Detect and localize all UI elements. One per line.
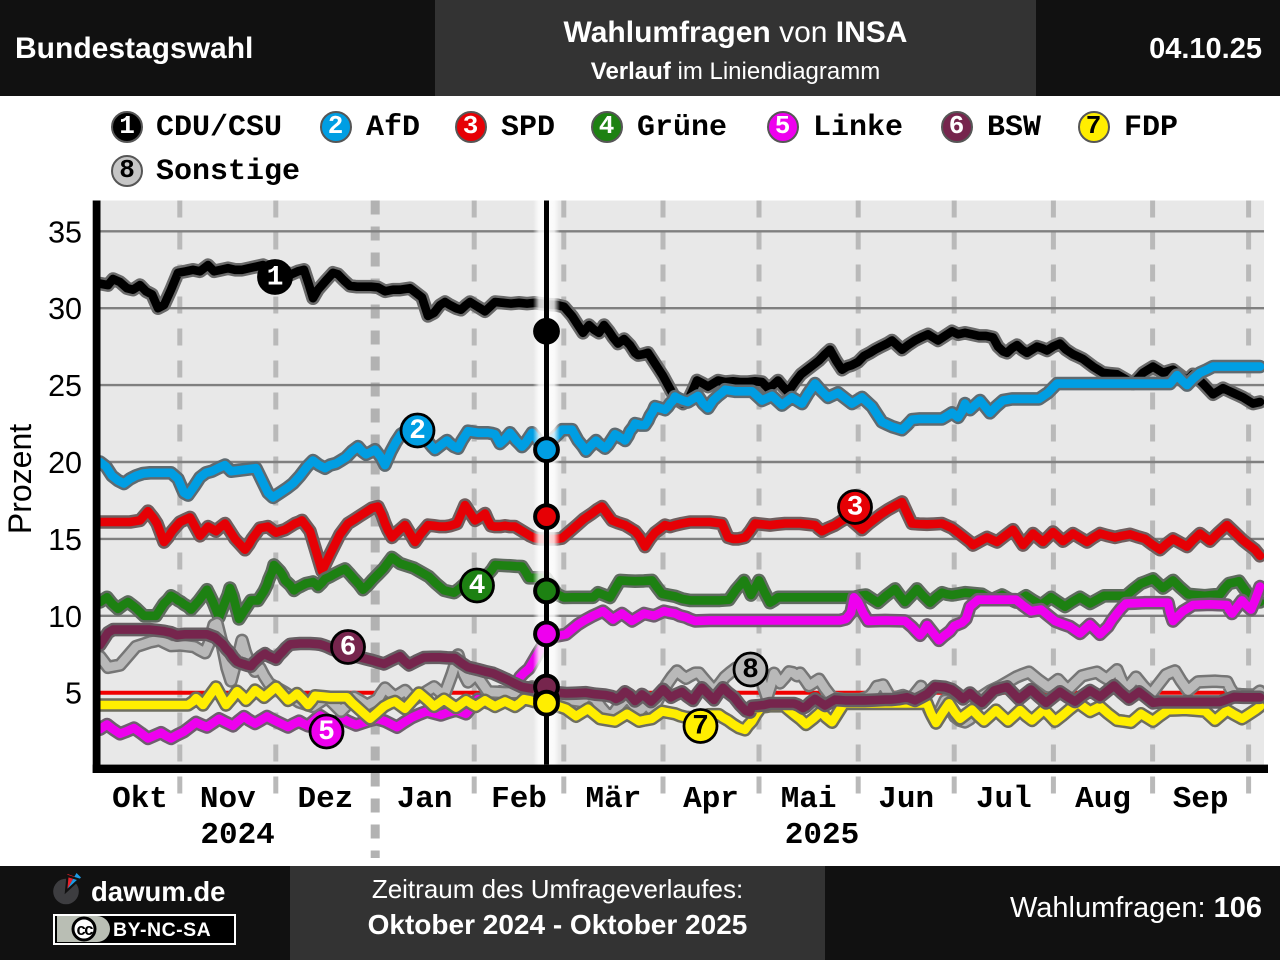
svg-text:1: 1 [267, 263, 284, 294]
svg-text:Dez: Dez [297, 782, 353, 817]
svg-text:Okt: Okt [112, 782, 168, 817]
svg-text:3: 3 [847, 493, 864, 524]
svg-text:2024: 2024 [200, 818, 274, 853]
svg-text:Jul: Jul [976, 782, 1032, 817]
svg-text:2025: 2025 [785, 818, 859, 853]
svg-text:Prozent: Prozent [2, 424, 38, 534]
svg-text:Jun: Jun [878, 782, 934, 817]
svg-text:8: 8 [742, 655, 759, 686]
svg-text:Sep: Sep [1173, 782, 1229, 817]
svg-text:Nov: Nov [200, 782, 256, 817]
svg-text:Apr: Apr [683, 782, 739, 817]
svg-text:Jan: Jan [397, 782, 453, 817]
svg-text:Feb: Feb [491, 782, 547, 817]
svg-text:35: 35 [48, 215, 82, 249]
svg-text:25: 25 [48, 369, 82, 403]
svg-text:Mai: Mai [781, 782, 837, 817]
svg-text:7: 7 [692, 712, 709, 743]
svg-text:cc: cc [77, 921, 94, 939]
svg-text:Mär: Mär [585, 782, 641, 817]
svg-text:15: 15 [48, 523, 82, 557]
svg-text:30: 30 [48, 292, 82, 326]
svg-text:20: 20 [48, 446, 82, 480]
svg-text:6: 6 [340, 633, 357, 664]
svg-text:4: 4 [469, 571, 486, 602]
svg-text:Aug: Aug [1075, 782, 1131, 817]
svg-text:5: 5 [65, 677, 82, 711]
svg-text:10: 10 [48, 600, 82, 634]
svg-text:2: 2 [409, 416, 426, 447]
svg-text:5: 5 [318, 717, 335, 748]
